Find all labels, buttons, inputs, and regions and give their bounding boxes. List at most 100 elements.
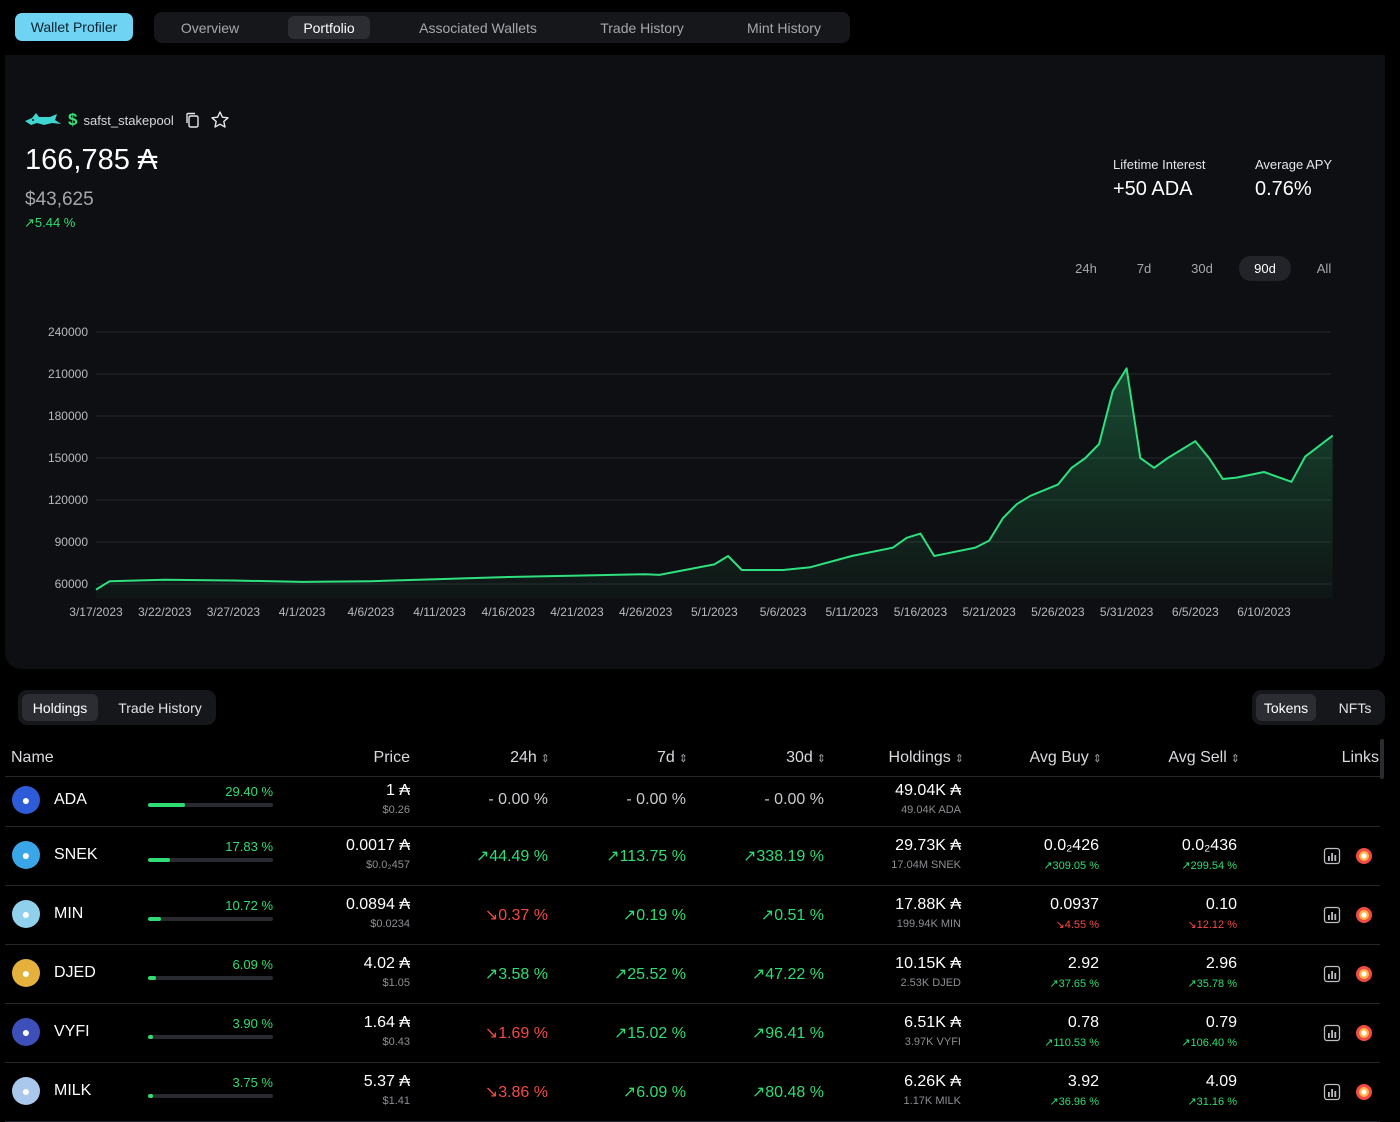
col-24h[interactable]: 24h ⇕ — [510, 749, 550, 767]
x-tick-label: 6/10/2023 — [1237, 605, 1291, 619]
chart-line — [95, 367, 1334, 591]
chart-link-icon[interactable] — [1323, 965, 1341, 983]
chart-link-icon[interactable] — [1323, 906, 1341, 924]
x-tick-label: 5/11/2023 — [826, 605, 879, 619]
table-row[interactable]: ● VYFI 3.90 % 1.64 ₳ $0.43 ↘1.69 % ↗15.0… — [5, 1004, 1380, 1063]
holdings-ada: 49.04K ₳ — [895, 782, 961, 799]
y-tick-label: 120000 — [48, 493, 88, 507]
table-row[interactable]: ● MIN 10.72 % 0.0894 ₳ $0.0234 ↘0.37 % ↗… — [5, 886, 1380, 945]
token-name[interactable]: DJED — [54, 964, 96, 981]
portfolio-share-bar — [148, 858, 273, 862]
col-links: Links — [1341, 749, 1379, 766]
col-avg-buy-label: Avg Buy — [1029, 749, 1089, 766]
tab-associated-wallets[interactable]: Associated Wallets — [419, 19, 537, 36]
col-name: Name — [11, 749, 54, 766]
x-tick-label: 4/6/2023 — [347, 605, 394, 619]
x-tick-label: 5/21/2023 — [962, 605, 1016, 619]
avg-sell: 0.79 — [1205, 1014, 1237, 1031]
avg-buy-change: ↘4.55 % — [1055, 919, 1099, 931]
col-avg-buy[interactable]: Avg Buy ⇕ — [1029, 749, 1102, 767]
y-tick-label: 240000 — [48, 325, 88, 339]
avg-buy: 2.92 — [1067, 955, 1099, 972]
avg-buy-change: ↗309.05 % — [1043, 860, 1099, 872]
avg-buy-change: ↗37.65 % — [1049, 978, 1099, 990]
token-name[interactable]: SNEK — [54, 846, 98, 863]
col-price: Price — [373, 749, 410, 766]
token-name[interactable]: MIN — [54, 905, 84, 922]
change-24h: ↗3.58 % — [484, 966, 548, 983]
change-24h: - 0.00 % — [488, 791, 548, 808]
change-30d: ↗338.19 % — [742, 848, 824, 865]
chart-link-icon[interactable] — [1323, 1024, 1341, 1042]
token-name[interactable]: MILK — [54, 1082, 92, 1099]
tab-nfts[interactable]: NFTs — [1338, 699, 1372, 716]
x-tick-label: 3/17/2023 — [69, 605, 123, 619]
tab-holdings[interactable]: Holdings — [22, 694, 98, 721]
x-tick-label: 5/31/2023 — [1100, 605, 1154, 619]
change-30d: ↗0.51 % — [760, 907, 824, 924]
portfolio-share-fill — [148, 917, 162, 921]
avg-sell: 4.09 — [1205, 1073, 1237, 1090]
change-7d: ↗25.52 % — [613, 966, 686, 983]
table-row[interactable]: ● ADA 29.40 % 1 ₳ $0.26 - 0.00 % - 0.00 … — [5, 778, 1380, 827]
tab-tokens[interactable]: Tokens — [1256, 694, 1316, 721]
change-7d: ↗6.09 % — [622, 1084, 686, 1101]
col-24h-label: 24h — [510, 749, 537, 766]
wallet-profiler-button[interactable]: Wallet Profiler — [15, 13, 133, 41]
range-24h[interactable]: 24h — [1075, 261, 1097, 276]
x-tick-label: 3/22/2023 — [138, 605, 192, 619]
price-ada: 4.02 ₳ — [363, 955, 410, 972]
milk-carton-icon: ● — [12, 1077, 40, 1105]
portfolio-share: 10.72 % — [225, 898, 273, 913]
tab-trade-history[interactable]: Trade History — [600, 19, 684, 36]
table-row[interactable]: ● DJED 6.09 % 4.02 ₳ $1.05 ↗3.58 % ↗25.5… — [5, 945, 1380, 1004]
tab-mint-history[interactable]: Mint History — [747, 19, 821, 36]
holdings-ada: 29.73K ₳ — [895, 837, 961, 854]
token-explorer-icon[interactable] — [1355, 965, 1373, 983]
star-icon[interactable] — [210, 110, 230, 130]
tab-portfolio[interactable]: Portfolio — [288, 16, 370, 39]
price-ada: 5.37 ₳ — [363, 1073, 410, 1090]
holdings-token: 49.04K ADA — [901, 804, 961, 816]
portfolio-share: 29.40 % — [225, 784, 273, 799]
col-30d-label: 30d — [786, 749, 813, 766]
avg-sell-change: ↗299.54 % — [1181, 860, 1237, 872]
token-explorer-icon[interactable] — [1355, 1083, 1373, 1101]
col-7d[interactable]: 7d ⇕ — [657, 749, 688, 767]
asset-type-tab-bar: Tokens NFTs — [1252, 690, 1385, 725]
range-90d[interactable]: 90d — [1239, 256, 1291, 281]
portfolio-share-fill — [148, 803, 185, 807]
token-explorer-icon[interactable] — [1355, 847, 1373, 865]
balance-usd: $43,625 — [25, 189, 94, 210]
token-explorer-icon[interactable] — [1355, 906, 1373, 924]
range-all[interactable]: All — [1316, 261, 1332, 276]
token-name[interactable]: VYFI — [54, 1023, 90, 1040]
tab-overview[interactable]: Overview — [180, 19, 240, 36]
token-name[interactable]: ADA — [54, 791, 87, 808]
col-holdings[interactable]: Holdings ⇕ — [889, 749, 964, 767]
col-avg-sell[interactable]: Avg Sell ⇕ — [1168, 749, 1240, 767]
chart-link-icon[interactable] — [1323, 1083, 1341, 1101]
price-ada: 0.0894 ₳ — [345, 896, 410, 913]
price-ada: 1 ₳ — [385, 782, 410, 799]
copy-icon[interactable] — [184, 112, 200, 128]
tab-trade-history-sub[interactable]: Trade History — [118, 699, 202, 716]
x-tick-label: 5/26/2023 — [1031, 605, 1085, 619]
table-row[interactable]: ● SNEK 17.83 % 0.0017 ₳ $0.0₂457 ↗44.49 … — [5, 827, 1380, 886]
vyfi-icon: ● — [12, 1018, 40, 1046]
table-scrollbar[interactable] — [1380, 739, 1384, 779]
col-30d[interactable]: 30d ⇕ — [786, 749, 826, 767]
token-explorer-icon[interactable] — [1355, 1024, 1373, 1042]
portfolio-share-fill — [148, 1094, 153, 1098]
chart-link-icon[interactable] — [1323, 847, 1341, 865]
avg-sell: 0.0₂436 — [1181, 837, 1237, 854]
sort-icon: ⇕ — [540, 753, 550, 765]
table-row[interactable]: ● MILK 3.75 % 5.37 ₳ $1.41 ↘3.86 % ↗6.09… — [5, 1063, 1380, 1122]
x-tick-label: 6/5/2023 — [1172, 605, 1219, 619]
range-30d[interactable]: 30d — [1191, 261, 1213, 276]
holdings-ada: 6.51K ₳ — [904, 1014, 961, 1031]
range-7d[interactable]: 7d — [1136, 261, 1152, 276]
x-tick-label: 5/16/2023 — [894, 605, 948, 619]
price-usd: $0.0234 — [370, 918, 410, 930]
portfolio-share: 3.75 % — [232, 1075, 273, 1090]
